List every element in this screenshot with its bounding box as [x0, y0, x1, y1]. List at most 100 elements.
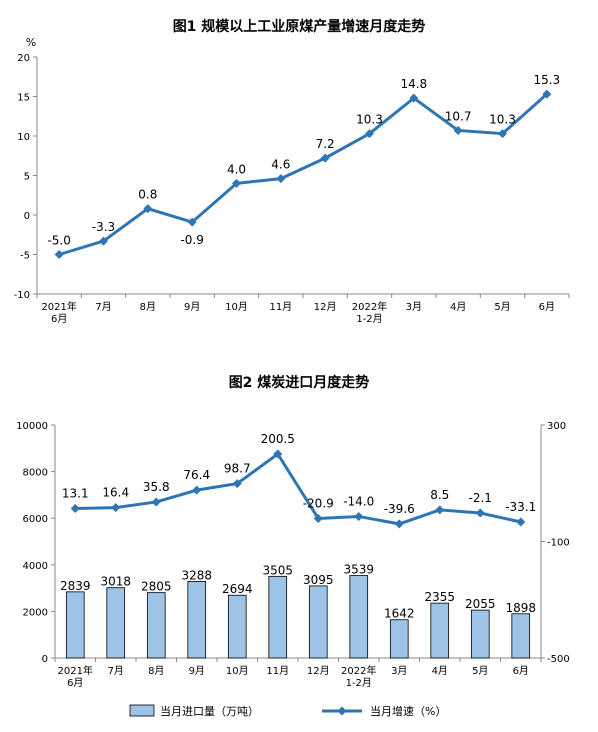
chart2-growth-label: 16.4 [102, 486, 129, 500]
chart2-x-tick-label: 7月 [108, 665, 124, 677]
chart2-bar-label: 2055 [465, 597, 496, 611]
chart2-legend-bar-swatch [129, 704, 155, 717]
chart2-x-tick-label: 2021年 6月 [58, 664, 93, 689]
chart2-x-tick-label: 3月 [391, 665, 407, 677]
chart1-data-point [453, 125, 463, 135]
chart2-bar-label: 3018 [100, 575, 131, 589]
chart2-growth-label: 35.8 [143, 480, 170, 494]
chart1-x-tick-label: 2022年 1-2月 [352, 300, 387, 325]
chart1-data-label: 4.6 [271, 158, 290, 172]
chart2-growth-point [232, 479, 242, 489]
chart2-y-tick-label: 2000 [23, 607, 48, 618]
chart1-x-tick-label: 3月 [406, 301, 422, 313]
chart2-growth-label: 98.7 [224, 462, 251, 476]
chart1-data-label: 14.8 [400, 77, 427, 91]
chart2-legend-line-marker [337, 706, 347, 716]
chart2-growth-point [516, 517, 526, 527]
chart1-y-tick-label: 5 [24, 172, 30, 183]
chart1-series-line [58, 93, 548, 256]
chart2-growth-point [151, 497, 161, 507]
chart1-data-point [232, 178, 241, 188]
chart2-growth-label: -20.9 [303, 496, 334, 510]
chart2-bar [470, 609, 490, 659]
chart1-data-label: 7.2 [316, 137, 335, 151]
chart2-bar-label: 2694 [222, 582, 253, 596]
chart1-data-label: 10.3 [356, 113, 383, 127]
chart1-data-label: 10.7 [445, 109, 472, 123]
chart2-bar-label: 2805 [141, 580, 172, 594]
chart2-x-tick-label: 8月 [148, 665, 164, 677]
chart2-growth-label: 8.5 [430, 488, 449, 502]
chart2-x-tick-label: 2022年 1-2月 [341, 664, 376, 689]
chart2-bar [106, 587, 126, 659]
chart1-y-tick-label: 15 [17, 93, 30, 104]
chart1-data-point [542, 89, 552, 99]
chart2-bar-label: 3288 [181, 568, 212, 582]
chart2-y-tick-label: 8000 [23, 468, 48, 479]
chart2-growth-point [273, 449, 283, 459]
chart2-growth-point [475, 508, 485, 518]
chart2-growth-point [192, 485, 202, 495]
chart2-x-tick-label: 11月 [266, 665, 289, 677]
chart2-bar [65, 591, 85, 659]
chart2-bar [349, 575, 369, 659]
chart1-y-tick-label: -5 [20, 251, 30, 262]
chart2-x-tick-label: 5月 [472, 665, 488, 677]
chart2-growth-line [75, 451, 522, 526]
chart2-y2-tick-label: 300 [547, 421, 566, 432]
chart2-growth-label: 76.4 [183, 468, 210, 482]
chart2-bar-label: 2355 [424, 590, 455, 604]
chart2-growth-point [435, 505, 445, 515]
chart1-data-point [99, 236, 108, 246]
chart2-bar [389, 619, 409, 659]
chart2-bar-label: 1642 [384, 607, 415, 621]
chart2-y-tick-label: 6000 [23, 514, 48, 525]
chart2-bar-label: 1898 [505, 601, 536, 615]
chart1-data-label: -3.3 [92, 220, 115, 234]
chart1-y-unit: % [26, 36, 36, 49]
chart2-y-tick-label: 10000 [16, 421, 48, 432]
chart2-title: 图2 煤炭进口月度走势 [228, 375, 370, 391]
chart2-x-tick-label: 6月 [513, 665, 529, 677]
chart1-data-label: -0.9 [180, 233, 203, 247]
chart2-bar [511, 613, 531, 659]
chart1-x-tick-label: 6月 [539, 301, 555, 313]
chart2-bar [227, 594, 247, 659]
chart2-bar [187, 580, 207, 659]
chart1-data-point [498, 129, 507, 139]
chart1-data-point [143, 204, 153, 214]
chart1-data-point [409, 93, 419, 103]
chart2-x-tick-label: 4月 [432, 665, 448, 677]
chart2-bar [146, 592, 166, 659]
chart2-bar-label: 3505 [262, 563, 293, 577]
chart2-growth-label: -33.1 [505, 500, 536, 514]
chart1-data-label: 0.8 [138, 188, 157, 202]
chart1-x-tick-label: 5月 [494, 301, 510, 313]
chart1-x-tick-label: 12月 [314, 301, 337, 313]
chart1-x-tick-label: 4月 [450, 301, 466, 313]
chart1-data-point [187, 217, 197, 227]
chart2-x-tick-label: 10月 [226, 665, 249, 677]
chart1-title: 图1 规模以上工业原煤产量增速月度走势 [172, 19, 426, 35]
chart2-growth-point [70, 504, 80, 514]
chart2-growth-label: -39.6 [384, 502, 415, 516]
chart1-x-tick-label: 2021年 6月 [41, 300, 76, 325]
chart2-bar [430, 602, 450, 659]
chart1-data-point [276, 174, 286, 184]
chart2-growth-label: 13.1 [62, 487, 89, 501]
chart1-data-label: 15.3 [533, 73, 560, 87]
chart2-y2-tick-label: -500 [547, 654, 570, 665]
chart1-x-tick-label: 8月 [140, 301, 156, 313]
chart2-growth-label: -14.0 [343, 494, 374, 508]
chart2-growth-label: 200.5 [261, 432, 295, 446]
chart2-legend-line-label: 当月增速（%） [370, 704, 446, 718]
chart1-x-tick-label: 9月 [184, 301, 200, 313]
chart1-data-label: 10.3 [489, 113, 516, 127]
chart2-legend-bar-label: 当月进口量（万吨） [160, 704, 259, 718]
chart2-bar-label: 3095 [303, 573, 334, 587]
chart1-x-tick-label: 11月 [269, 301, 292, 313]
chart2-bar-label: 3539 [343, 563, 374, 577]
chart2-y2-tick-label: -100 [547, 538, 570, 549]
chart2-growth-point [394, 519, 404, 529]
